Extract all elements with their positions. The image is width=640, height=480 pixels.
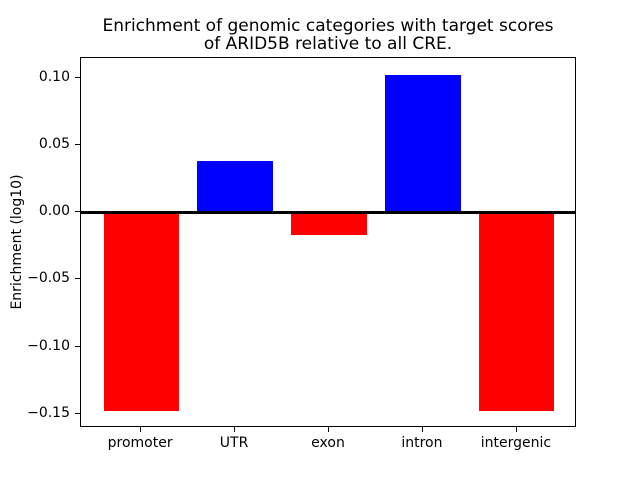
y-tick-label: 0.05 — [38, 135, 70, 152]
y-tick-label: 0.10 — [38, 68, 70, 85]
x-tick-label-UTR: UTR — [219, 435, 249, 451]
y-tick-label: 0.00 — [38, 203, 70, 220]
y-tick-mark — [75, 345, 80, 347]
x-tick-mark — [140, 427, 142, 432]
x-tick-label-exon: exon — [311, 435, 345, 451]
x-tick-label-promoter: promoter — [107, 435, 173, 451]
bar-promoter — [103, 212, 179, 412]
x-tick-mark — [234, 427, 236, 432]
y-tick-label: −0.10 — [27, 337, 70, 354]
chart-title-line-1: Enrichment of genomic categories with ta… — [102, 16, 554, 36]
x-tick-mark — [515, 427, 517, 432]
bar-intron — [385, 74, 461, 213]
y-tick-mark — [75, 76, 80, 78]
x-tick-label-intron: intron — [401, 435, 443, 451]
y-tick-mark — [75, 412, 80, 414]
y-axis-label: Enrichment (log10) — [9, 174, 25, 310]
zero-baseline — [81, 210, 575, 214]
y-tick-label: −0.15 — [27, 404, 70, 421]
x-tick-mark — [328, 427, 329, 432]
bar-UTR — [197, 160, 273, 213]
chart-title-line-2: of ARID5B relative to all CRE. — [203, 33, 453, 54]
y-tick-label: −0.05 — [27, 270, 70, 287]
plot-area — [80, 57, 576, 427]
x-tick-mark — [421, 427, 423, 432]
bar-exon — [291, 212, 367, 235]
y-tick-mark — [75, 278, 80, 280]
y-tick-mark — [75, 211, 80, 213]
x-tick-label-intergenic: intergenic — [480, 435, 552, 451]
bar-intergenic — [479, 212, 555, 412]
y-tick-mark — [75, 143, 80, 145]
chart-title: Enrichment of genomic categories with ta… — [80, 16, 576, 54]
